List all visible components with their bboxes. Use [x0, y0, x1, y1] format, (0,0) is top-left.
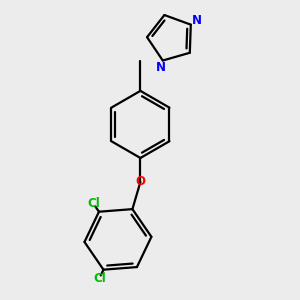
Text: N: N — [155, 61, 165, 74]
Text: Cl: Cl — [93, 272, 106, 285]
Text: O: O — [135, 176, 146, 188]
Text: Cl: Cl — [87, 197, 100, 210]
Text: N: N — [192, 14, 202, 27]
